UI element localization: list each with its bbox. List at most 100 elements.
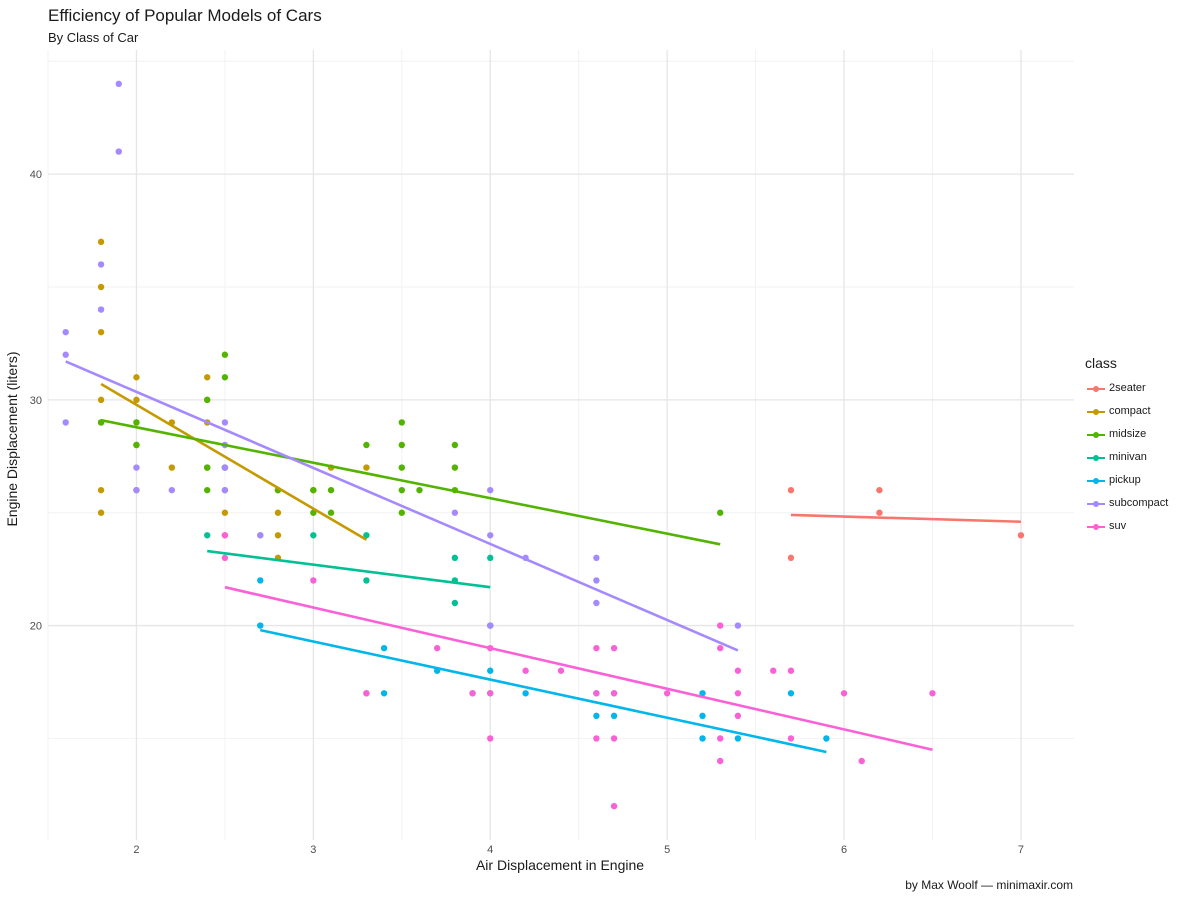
data-point-subcompact <box>734 622 742 629</box>
legend-label-midsize: midsize <box>1109 428 1147 440</box>
data-point-subcompact <box>221 486 229 494</box>
data-point-2seater <box>787 486 795 494</box>
data-point-compact <box>97 486 105 494</box>
data-point-suv <box>593 644 600 652</box>
data-point-2seater <box>1017 532 1025 539</box>
data-point-suv <box>663 690 671 697</box>
data-points <box>62 80 1025 810</box>
data-point-suv <box>610 802 618 810</box>
legend-item-2seater: 2seater <box>1085 379 1146 402</box>
y-axis-label: Engine Displacement (liters) <box>4 351 20 527</box>
data-point-subcompact <box>221 419 229 426</box>
data-point-midsize <box>204 464 211 471</box>
data-point-compact <box>274 509 282 516</box>
data-point-midsize <box>398 441 405 449</box>
data-point-suv <box>593 690 600 697</box>
data-point-pickup <box>522 690 529 697</box>
data-point-subcompact <box>62 351 69 358</box>
data-point-suv <box>221 532 229 539</box>
data-point-subcompact <box>115 148 122 155</box>
data-point-subcompact <box>487 532 494 539</box>
data-point-midsize <box>363 441 370 449</box>
data-point-pickup <box>257 577 264 584</box>
data-point-suv <box>593 735 600 742</box>
legend-label-compact: compact <box>1109 405 1151 417</box>
data-point-compact <box>204 374 211 381</box>
data-point-subcompact <box>593 599 600 607</box>
data-point-midsize <box>398 419 405 426</box>
data-point-pickup <box>787 690 795 697</box>
data-point-subcompact <box>62 419 69 426</box>
data-point-midsize <box>327 486 335 494</box>
x-tick-label: 4 <box>487 844 493 856</box>
data-point-midsize <box>204 486 211 494</box>
data-point-suv <box>734 667 742 674</box>
legend-label-suv: suv <box>1109 520 1127 532</box>
data-point-2seater <box>787 554 795 562</box>
data-point-suv <box>858 757 865 765</box>
data-point-suv <box>717 757 724 765</box>
trend-line-compact <box>100 382 368 541</box>
data-point-suv <box>433 644 441 652</box>
data-point-suv <box>557 667 565 674</box>
data-point-midsize <box>398 486 405 494</box>
data-point-midsize <box>310 509 317 516</box>
legend-key-pickup <box>1085 473 1107 489</box>
data-point-suv <box>487 735 494 742</box>
legend-item-subcompact: subcompact <box>1085 494 1168 517</box>
data-point-midsize <box>398 464 405 471</box>
data-point-pickup <box>487 667 494 674</box>
legend-key-minivan <box>1085 450 1107 466</box>
data-point-subcompact <box>221 464 229 471</box>
legend-key-subcompact <box>1085 496 1107 512</box>
chart-caption: by Max Woolf — minimaxir.com <box>905 878 1073 892</box>
x-tick-label: 2 <box>133 844 139 856</box>
trend-line-minivan <box>207 549 491 589</box>
y-tick-label: 30 <box>30 395 42 407</box>
legend-item-pickup: pickup <box>1085 471 1141 494</box>
data-point-suv <box>717 622 724 629</box>
data-point-2seater <box>876 486 883 494</box>
trend-line-pickup <box>260 628 827 754</box>
data-point-subcompact <box>487 622 494 629</box>
data-point-subcompact <box>133 486 140 494</box>
data-point-minivan <box>363 532 370 539</box>
data-point-subcompact <box>593 577 600 584</box>
data-point-suv <box>610 644 618 652</box>
legend-label-pickup: pickup <box>1109 474 1141 486</box>
data-point-subcompact <box>168 486 176 494</box>
data-point-pickup <box>380 644 388 652</box>
data-point-subcompact <box>97 306 105 313</box>
data-point-suv <box>363 690 370 697</box>
data-point-compact <box>133 396 140 404</box>
data-point-suv <box>717 735 724 742</box>
data-point-pickup <box>257 622 264 629</box>
x-tick-label: 7 <box>1018 844 1024 856</box>
data-point-midsize <box>717 509 724 516</box>
data-point-compact <box>168 464 176 471</box>
data-point-compact <box>133 374 140 381</box>
legend-key-suv <box>1085 519 1107 535</box>
data-point-midsize <box>221 351 229 358</box>
data-point-suv <box>734 690 742 697</box>
data-point-suv <box>522 667 529 674</box>
legend-label-2seater: 2seater <box>1109 382 1146 394</box>
legend-label-subcompact: subcompact <box>1109 497 1169 509</box>
legend-key-compact <box>1085 404 1107 420</box>
data-point-suv <box>840 690 848 697</box>
trend-line-2seater <box>790 513 1021 524</box>
data-point-suv <box>610 735 618 742</box>
data-point-minivan <box>451 554 459 562</box>
data-point-suv <box>310 577 317 584</box>
legend-item-suv: suv <box>1085 517 1126 540</box>
legend-title: class <box>1085 355 1117 371</box>
chart-subtitle: By Class of Car <box>48 30 139 45</box>
data-point-2seater <box>876 509 883 516</box>
data-point-pickup <box>734 735 742 742</box>
data-point-midsize <box>204 396 211 404</box>
legend-items: 2seater compact midsize minivan pickup subcom… <box>1085 379 1168 540</box>
y-axis-ticks: 20 30 40 <box>30 169 42 632</box>
data-point-suv <box>221 554 229 562</box>
data-point-compact <box>274 532 282 539</box>
y-tick-label: 20 <box>30 621 42 633</box>
